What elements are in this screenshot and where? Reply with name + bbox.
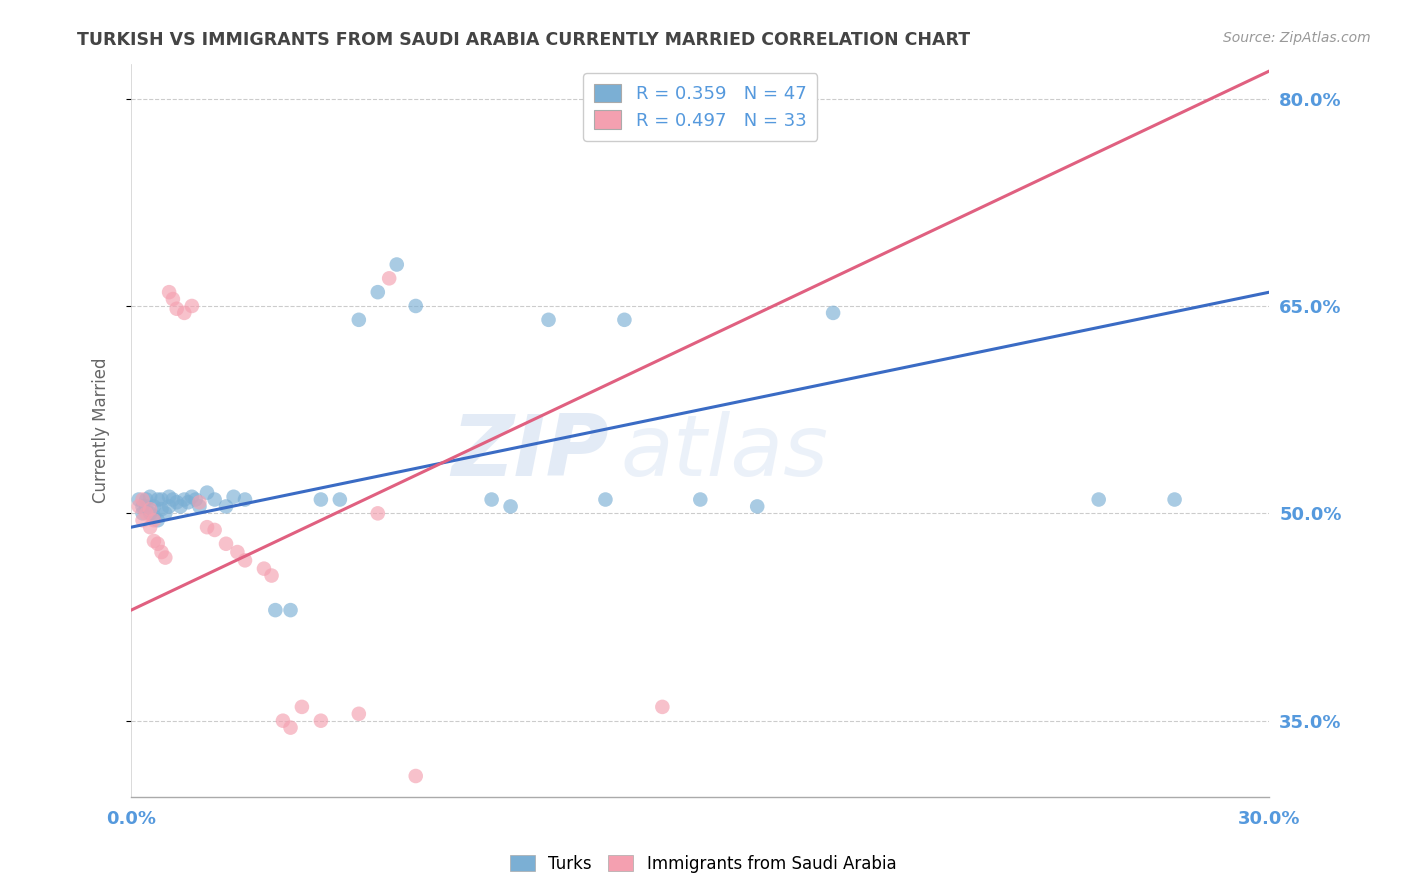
Point [747, 500, 769, 514]
Point [157, 285, 180, 300]
Point [291, 699, 314, 714]
Point [222, 490, 245, 504]
Point [481, 492, 503, 507]
Point [150, 492, 173, 507]
Point [347, 313, 370, 327]
Point [150, 545, 173, 559]
Point [142, 533, 165, 548]
Point [233, 492, 256, 507]
Point [264, 603, 287, 617]
Point [405, 769, 427, 783]
Point [499, 500, 522, 514]
Point [367, 285, 389, 300]
Point [166, 495, 188, 509]
Point [131, 492, 153, 507]
Point [142, 500, 165, 514]
Point [233, 553, 256, 567]
Point [253, 561, 276, 575]
Legend: Turks, Immigrants from Saudi Arabia: Turks, Immigrants from Saudi Arabia [503, 848, 903, 880]
Point [537, 313, 560, 327]
Point [177, 495, 200, 509]
Text: TURKISH VS IMMIGRANTS FROM SAUDI ARABIA CURRENTLY MARRIED CORRELATION CHART: TURKISH VS IMMIGRANTS FROM SAUDI ARABIA … [77, 31, 970, 49]
Point [173, 306, 195, 320]
Point [309, 714, 332, 728]
Point [385, 258, 408, 272]
Point [405, 299, 427, 313]
Point [139, 507, 162, 521]
Point [595, 492, 617, 507]
Point [150, 502, 173, 516]
Point [146, 513, 169, 527]
Point [180, 490, 202, 504]
Point [280, 603, 302, 617]
Point [204, 492, 226, 507]
Point [280, 721, 302, 735]
Point [188, 495, 211, 509]
Point [166, 301, 188, 316]
Point [135, 492, 157, 507]
Text: atlas: atlas [620, 411, 828, 494]
Y-axis label: Currently Married: Currently Married [93, 358, 110, 503]
Point [128, 492, 150, 507]
Point [131, 507, 153, 521]
Legend: R = 0.359   N = 47, R = 0.497   N = 33: R = 0.359 N = 47, R = 0.497 N = 33 [583, 73, 817, 141]
Point [651, 699, 673, 714]
Point [135, 500, 157, 514]
Point [329, 492, 352, 507]
Point [173, 492, 195, 507]
Point [1087, 492, 1109, 507]
Point [271, 714, 294, 728]
Point [162, 492, 184, 507]
Point [135, 507, 157, 521]
Point [146, 492, 169, 507]
Point [195, 520, 218, 534]
Point [188, 500, 211, 514]
Point [378, 271, 401, 285]
Point [139, 520, 162, 534]
Point [142, 513, 165, 527]
Point [155, 550, 177, 565]
Point [689, 492, 711, 507]
Point [195, 485, 218, 500]
Point [215, 500, 238, 514]
Point [613, 313, 636, 327]
Point [367, 507, 389, 521]
Point [184, 492, 207, 507]
Point [260, 568, 283, 582]
Point [226, 545, 249, 559]
Point [131, 500, 153, 514]
Point [146, 537, 169, 551]
Point [139, 502, 162, 516]
Point [142, 509, 165, 524]
Point [204, 523, 226, 537]
Point [128, 500, 150, 514]
Point [139, 490, 162, 504]
Text: ZIP: ZIP [451, 411, 609, 494]
Point [347, 706, 370, 721]
Point [169, 500, 191, 514]
Point [157, 500, 180, 514]
Point [131, 513, 153, 527]
Point [309, 492, 332, 507]
Point [823, 306, 845, 320]
Text: Source: ZipAtlas.com: Source: ZipAtlas.com [1223, 31, 1371, 45]
Point [180, 299, 202, 313]
Point [155, 507, 177, 521]
Point [215, 537, 238, 551]
Point [1163, 492, 1185, 507]
Point [157, 490, 180, 504]
Point [162, 292, 184, 306]
